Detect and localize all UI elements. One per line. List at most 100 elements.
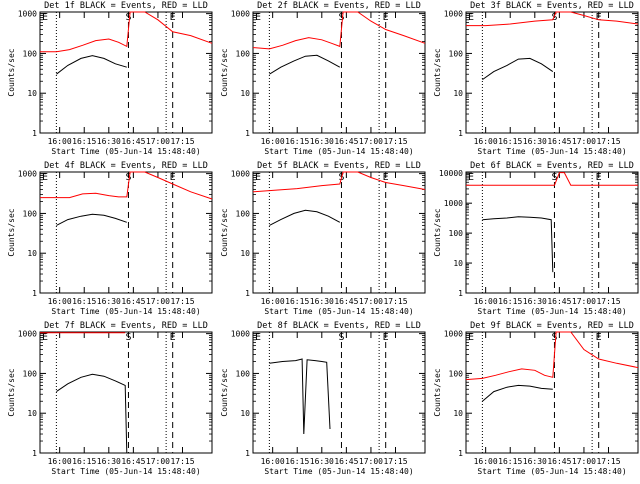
- panel-1: Det 1f BLACK = Events, RED = LLD 1 10 100 10…: [7, 1, 213, 156]
- marker-label-e: E: [468, 12, 474, 23]
- axes-frame: [252, 171, 426, 294]
- x-tick-label: 16:15: [72, 137, 96, 146]
- x-tick-label: 16:15: [72, 457, 96, 466]
- y-tick-label: 10000: [439, 169, 463, 178]
- x-tick-label: 16:45: [334, 297, 358, 306]
- x-tick-label: 16:45: [334, 137, 358, 146]
- y-tick-label: 100: [23, 369, 38, 378]
- x-tick-label: 16:45: [547, 457, 571, 466]
- series-line-events: [482, 384, 553, 402]
- x-tick-label: 17:00: [359, 457, 383, 466]
- y-tick-label: 100: [23, 49, 38, 58]
- x-tick-label: 16:30: [523, 137, 547, 146]
- x-tick-label: 17:15: [596, 297, 620, 306]
- x-tick-label: 17:15: [383, 137, 407, 146]
- x-tick-label: 16:15: [498, 457, 522, 466]
- marker-label-s: S: [551, 12, 557, 23]
- y-tick-label: 100: [449, 229, 464, 238]
- y-tick-label: 1000: [18, 10, 37, 19]
- axes-frame: [465, 171, 639, 294]
- series-line-lld: [466, 11, 639, 27]
- x-tick-label: 17:15: [170, 297, 194, 306]
- marker-label-e: E: [42, 12, 48, 23]
- series-line-events: [56, 213, 127, 226]
- x-tick-label: 16:00: [474, 457, 498, 466]
- y-tick-label: 10: [240, 89, 250, 98]
- x-tick-label: 16:00: [261, 297, 285, 306]
- series-line-events: [269, 209, 341, 226]
- x-tick-label: 17:15: [170, 137, 194, 146]
- y-tick-label: 100: [236, 369, 251, 378]
- y-tick-label: 10: [240, 409, 250, 418]
- marker-label-e: E: [42, 332, 48, 343]
- panel-title: Det 5f BLACK = Events, RED = LLD: [257, 161, 421, 171]
- axes-frame: [39, 331, 213, 454]
- x-tick-label: 16:30: [310, 137, 334, 146]
- y-axis-label: Counts/sec: [7, 208, 16, 256]
- y-tick-label: 100: [449, 49, 464, 58]
- marker-label-e: E: [255, 12, 261, 23]
- x-tick-label: 16:15: [285, 457, 309, 466]
- x-axis-label: Start Time (05-Jun-14 15:48:40): [477, 307, 626, 316]
- x-tick-label: 17:15: [383, 297, 407, 306]
- y-axis-label: Counts/sec: [220, 368, 229, 416]
- y-axis-label: Counts/sec: [433, 368, 442, 416]
- axes-frame: [465, 331, 639, 454]
- marker-label-s: S: [338, 12, 344, 23]
- y-axis-label: Counts/sec: [433, 208, 442, 256]
- x-axis-label: Start Time (05-Jun-14 15:48:40): [51, 307, 200, 316]
- marker-label-e: E: [255, 172, 261, 183]
- panel-title: Det 8f BLACK = Events, RED = LLD: [257, 321, 421, 331]
- x-tick-label: 17:15: [170, 457, 194, 466]
- x-tick-label: 16:45: [121, 297, 145, 306]
- series-line-events: [56, 55, 127, 75]
- y-tick-label: 1: [458, 449, 463, 458]
- x-tick-label: 17:15: [383, 457, 407, 466]
- y-tick-label: 10: [27, 249, 37, 258]
- x-tick-label: 16:00: [48, 137, 72, 146]
- series-line-events: [482, 216, 554, 273]
- y-tick-label: 1: [32, 289, 37, 298]
- marker-label-e: E: [255, 332, 261, 343]
- x-tick-label: 17:00: [359, 137, 383, 146]
- y-tick-label: 1000: [18, 170, 37, 179]
- marker-label-e: E: [42, 172, 48, 183]
- marker-label-e: E: [170, 172, 176, 183]
- y-tick-label: 1000: [444, 10, 463, 19]
- x-axis-label: Start Time (05-Jun-14 15:48:40): [477, 467, 626, 476]
- x-tick-label: 16:45: [547, 137, 571, 146]
- x-tick-label: 16:45: [334, 457, 358, 466]
- y-tick-label: 100: [236, 49, 251, 58]
- panel-title: Det 7f BLACK = Events, RED = LLD: [44, 321, 208, 331]
- marker-label-s: S: [125, 12, 131, 23]
- y-tick-label: 10: [240, 249, 250, 258]
- series-line-lld: [252, 11, 426, 50]
- marker-label-s: S: [551, 332, 557, 343]
- marker-label-s: S: [338, 332, 344, 343]
- y-tick-label: 100: [23, 209, 38, 218]
- x-tick-label: 16:15: [498, 137, 522, 146]
- x-tick-label: 16:30: [523, 297, 547, 306]
- x-tick-label: 17:00: [146, 457, 170, 466]
- panel-title: Det 6f BLACK = Events, RED = LLD: [470, 161, 634, 171]
- panel-title: Det 9f BLACK = Events, RED = LLD: [470, 321, 634, 331]
- panel-8: Det 8f BLACK = Events, RED = LLD 1 10 100 10…: [220, 321, 426, 476]
- y-tick-label: 1000: [18, 330, 37, 339]
- marker-label-e: E: [596, 332, 602, 343]
- x-axis-label: Start Time (05-Jun-14 15:48:40): [477, 147, 626, 156]
- x-tick-label: 16:45: [121, 457, 145, 466]
- marker-label-e: E: [468, 172, 474, 183]
- x-axis-label: Start Time (05-Jun-14 15:48:40): [51, 147, 200, 156]
- x-axis-label: Start Time (05-Jun-14 15:48:40): [264, 307, 413, 316]
- x-tick-label: 16:15: [285, 297, 309, 306]
- y-tick-label: 10: [27, 89, 37, 98]
- panel-title: Det 2f BLACK = Events, RED = LLD: [257, 1, 421, 11]
- x-tick-label: 16:45: [547, 297, 571, 306]
- y-tick-label: 1000: [231, 170, 250, 179]
- axes-frame: [252, 331, 426, 454]
- x-tick-label: 17:15: [596, 457, 620, 466]
- y-axis-label: Counts/sec: [220, 208, 229, 256]
- y-tick-label: 10: [27, 409, 37, 418]
- x-tick-label: 17:00: [359, 297, 383, 306]
